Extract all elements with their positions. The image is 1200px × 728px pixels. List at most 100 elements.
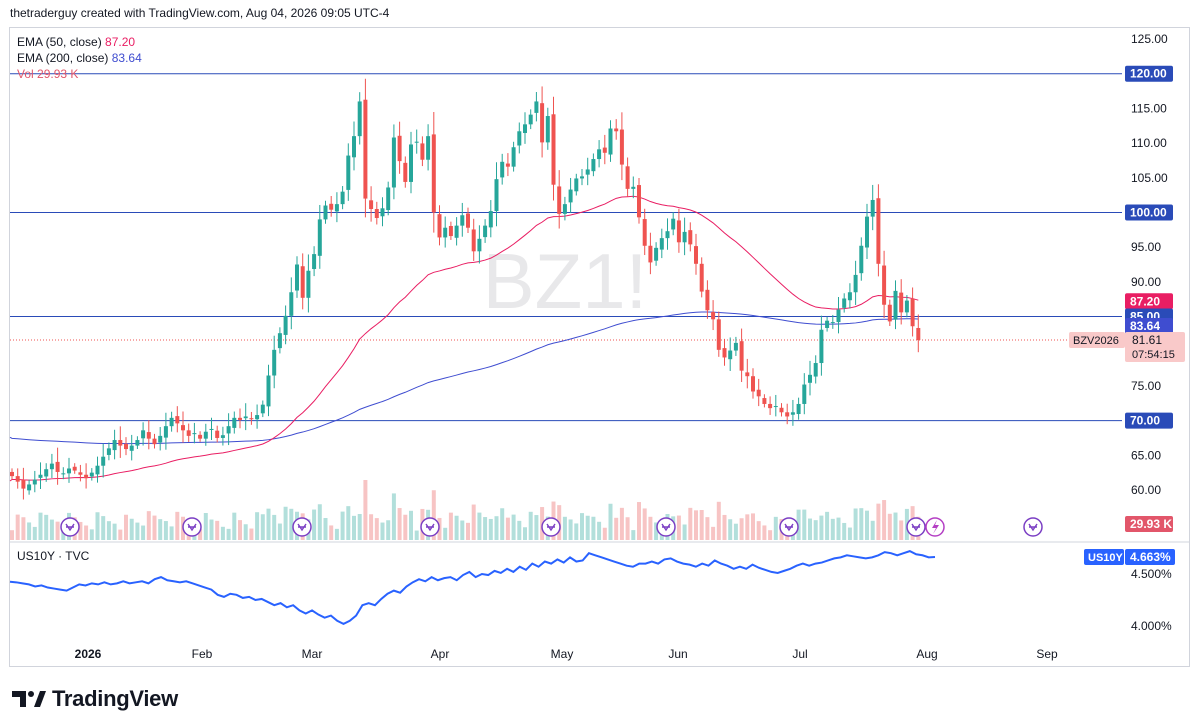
volume-bar	[580, 513, 584, 540]
candle-body	[135, 440, 140, 446]
yield-tick-label: 4.500%	[1131, 567, 1172, 581]
candle-body	[158, 435, 163, 443]
candle-body	[688, 230, 693, 245]
candle-body	[397, 135, 402, 162]
rollover-event-icon	[60, 517, 80, 537]
volume-bar	[745, 514, 750, 540]
volume-bar	[899, 520, 904, 540]
lightning-glyph	[932, 520, 939, 534]
candle-body	[659, 238, 664, 250]
volume-bar	[175, 511, 180, 540]
volume-bar	[597, 521, 602, 540]
volume-bar	[773, 516, 778, 540]
candle-body	[32, 479, 37, 485]
volume-bar	[209, 519, 214, 540]
candle-body	[21, 479, 26, 489]
volume-bar	[443, 527, 448, 540]
volume-bar	[21, 517, 26, 540]
time-axis-label: May	[551, 647, 574, 661]
volume-bar	[409, 510, 413, 540]
candle-body	[67, 468, 71, 474]
volume-bar	[768, 530, 773, 540]
volume-bar	[642, 508, 647, 540]
candle-body	[112, 440, 117, 451]
volume-bar	[163, 521, 168, 540]
price-tick-label: 65.00	[1131, 448, 1161, 462]
candle-body	[27, 484, 32, 491]
candle-body	[471, 229, 476, 252]
price-tick-label: 90.00	[1131, 275, 1161, 289]
us10y-legend[interactable]: US10Y · TVC	[17, 549, 90, 563]
candle-body	[391, 137, 396, 188]
volume-bar	[637, 502, 641, 540]
candle-body	[329, 203, 334, 210]
rollover-event-icon	[1023, 517, 1043, 537]
candle-body	[694, 246, 698, 264]
candle-body	[768, 403, 773, 409]
legend-ema200[interactable]: EMA (200, close) 83.64	[17, 50, 142, 66]
price-tick-label: 115.00	[1131, 101, 1167, 115]
rollover-event-icon	[656, 517, 676, 537]
candle-body	[665, 231, 670, 239]
volume-bar	[505, 517, 510, 540]
price-tick-label: 105.00	[1131, 171, 1168, 185]
volume-bar	[870, 520, 875, 540]
candle-body	[386, 187, 391, 211]
time-axis-label: Feb	[192, 647, 213, 661]
candle-body	[431, 134, 436, 213]
candle-body	[705, 289, 710, 311]
us10y-value-badge	[1125, 549, 1175, 565]
legend-volume[interactable]: Vol 29.93 K	[17, 66, 142, 82]
time-axis-label: Apr	[431, 647, 450, 661]
candle-body	[602, 147, 607, 153]
candle-body	[642, 219, 647, 246]
volume-bar	[95, 512, 100, 540]
candle-body	[49, 463, 54, 470]
volume-bar	[317, 504, 322, 540]
candle-body	[682, 231, 687, 243]
time-axis-label: Jul	[792, 647, 807, 661]
volume-bar	[198, 529, 203, 540]
candle-body	[540, 103, 545, 143]
volume-bar	[323, 518, 328, 540]
volume-bar	[483, 517, 488, 540]
volume-bar	[517, 520, 522, 540]
volume-bar	[865, 510, 869, 540]
chart-attribution: thetraderguy created with TradingView.co…	[10, 6, 390, 20]
candle-body	[899, 292, 904, 313]
event-glyph	[425, 523, 435, 532]
candle-body	[15, 476, 20, 482]
volume-bar	[431, 490, 436, 540]
volume-bar	[528, 511, 533, 540]
candle-body	[676, 220, 681, 243]
price-badge-text: 87.20	[1130, 294, 1160, 308]
rollover-event-icon	[292, 517, 312, 537]
candle-body	[751, 376, 755, 392]
candle-body	[209, 428, 214, 430]
tradingview-logo[interactable]: TradingView	[12, 686, 178, 712]
volume-bar	[722, 514, 727, 540]
candles-layer	[10, 78, 921, 500]
volume-bar	[357, 514, 362, 540]
candle-body	[181, 425, 185, 431]
volume-bar	[277, 523, 282, 540]
volume-bar	[238, 520, 242, 540]
legend-ema50[interactable]: EMA (50, close) 87.20	[17, 34, 142, 50]
symbol-tag-badge	[1069, 332, 1125, 349]
volume-bar	[454, 515, 459, 540]
candle-body	[488, 211, 493, 228]
us10y-line	[9, 550, 936, 626]
volume-bar	[55, 521, 60, 540]
candle-body	[55, 461, 60, 472]
volume-bar	[112, 523, 117, 540]
candle-body	[414, 141, 419, 143]
candle-body	[551, 114, 556, 185]
candle-body	[739, 341, 744, 371]
candle-body	[574, 178, 579, 192]
volume-bar	[494, 516, 499, 540]
price-badge	[1125, 293, 1173, 310]
volume-bar	[152, 515, 157, 540]
us10y-value-text: 4.663%	[1130, 550, 1171, 564]
volume-bar	[329, 525, 334, 540]
